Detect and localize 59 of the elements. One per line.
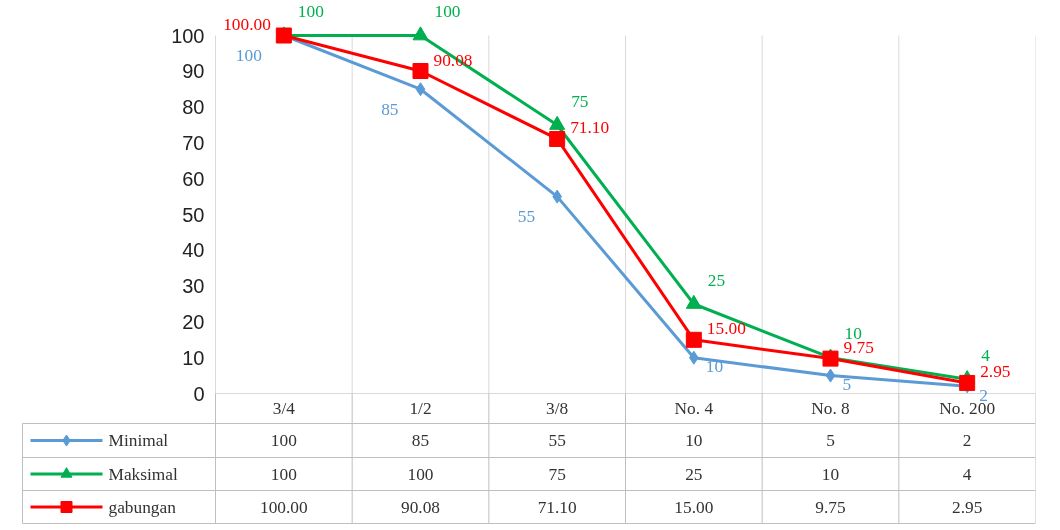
text: 100 — [235, 46, 262, 65]
data-label: 25 — [685, 464, 703, 484]
point — [685, 331, 702, 348]
text: 75 — [571, 91, 589, 111]
text: 55 — [517, 207, 536, 227]
data-label: 75 — [548, 464, 566, 484]
data-label: 100 — [270, 431, 297, 450]
y-tick-label: 20 — [182, 310, 205, 333]
data-label: 5 — [826, 431, 835, 450]
legend-label: Minimal — [108, 431, 169, 450]
text: 4 — [981, 345, 990, 365]
text: 100 — [297, 2, 324, 21]
data-label: 9.75 — [815, 497, 846, 517]
y-tick-label: 70 — [182, 131, 205, 154]
point — [412, 26, 429, 41]
x-tick-label: 3/4 — [272, 399, 296, 418]
y-tick-label: 90 — [182, 60, 205, 83]
y-tick-label: 0 — [193, 382, 205, 405]
y-tick-label: 100 — [171, 24, 205, 47]
legend-label: Maksimal — [108, 464, 178, 484]
point — [549, 130, 566, 147]
point — [822, 350, 839, 367]
data-label: 4 — [962, 464, 972, 484]
data-label: 90.08 — [401, 497, 441, 517]
y-tick-label: 80 — [182, 96, 205, 119]
y-tick-label: 50 — [182, 203, 205, 226]
text: 71.10 — [570, 118, 610, 138]
text: 25 — [707, 270, 726, 290]
point — [825, 368, 836, 383]
text: 100.00 — [223, 15, 271, 34]
data-label: 100.00 — [260, 497, 308, 517]
legend-label: gabungan — [108, 497, 177, 517]
y-tick-label: 30 — [182, 275, 205, 298]
data-label: 55 — [548, 431, 566, 450]
text: 85 — [381, 99, 399, 119]
point — [412, 63, 429, 80]
text: 100 — [434, 2, 461, 21]
data-label: 2.95 — [952, 497, 983, 517]
data-label: 2 — [962, 431, 972, 450]
point — [959, 374, 976, 391]
text: 2.95 — [980, 362, 1011, 382]
y-tick-label: 60 — [182, 167, 205, 190]
data-label: 71.10 — [537, 497, 577, 517]
data-label: 10 — [821, 464, 840, 484]
text: 9.75 — [843, 338, 874, 358]
data-label: 100 — [270, 464, 297, 484]
x-tick-label: No. 4 — [674, 399, 714, 418]
x-tick-label: 1/2 — [409, 399, 432, 418]
x-tick-label: No. 8 — [811, 399, 850, 418]
data-label: 100 — [407, 464, 434, 484]
data-label: 85 — [411, 431, 430, 450]
data-label: 10 — [685, 431, 703, 450]
data-label: 15.00 — [674, 497, 714, 517]
text: 5 — [842, 375, 852, 395]
point — [415, 82, 426, 97]
y-tick-label: 10 — [182, 346, 205, 369]
y-tick-label: 40 — [182, 239, 205, 262]
text: 15.00 — [706, 319, 746, 339]
x-tick-label: 3/8 — [546, 399, 569, 418]
